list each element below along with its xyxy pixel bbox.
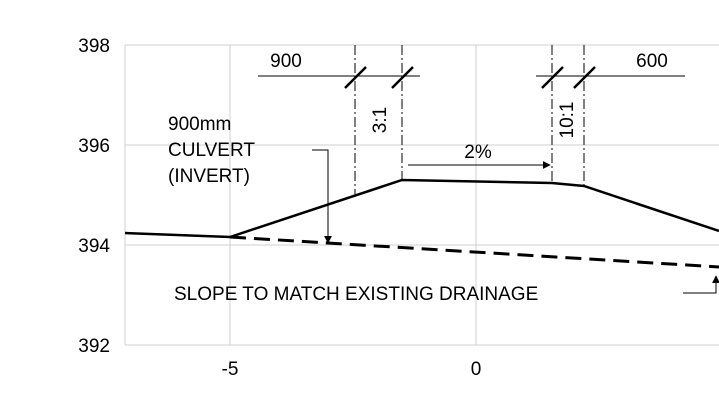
drainage-label: SLOPE TO MATCH EXISTING DRAINAGE <box>174 284 538 305</box>
slope-label-left: 3:1 <box>370 107 391 133</box>
x-tick-0: 0 <box>471 359 482 380</box>
extension-lines <box>354 45 585 196</box>
grid <box>124 44 719 346</box>
embankment-profile <box>124 178 719 239</box>
dimension-600: 600 <box>536 51 685 89</box>
slope-label-right: 10:1 <box>557 102 578 139</box>
culvert-label-type: CULVERT <box>168 140 255 161</box>
culvert-invert-line <box>229 235 719 269</box>
y-tick-396: 396 <box>78 136 110 157</box>
dimension-label-900: 900 <box>270 51 302 72</box>
dimension-900: 900 <box>258 51 420 89</box>
dimension-tick-900-left <box>344 66 367 89</box>
culvert-callout: 900mm CULVERT (INVERT) <box>168 114 332 244</box>
culvert-leader <box>312 149 332 244</box>
drainage-callout: SLOPE TO MATCH EXISTING DRAINAGE <box>174 275 719 305</box>
drainage-leader <box>683 275 719 294</box>
crown-slope-label: 2% <box>464 142 492 163</box>
culvert-label-invert: (INVERT) <box>168 166 250 187</box>
culvert-label-size: 900mm <box>168 114 231 135</box>
dimension-tick-600-left <box>541 66 564 89</box>
dimension-label-600: 600 <box>636 51 668 72</box>
y-tick-394: 394 <box>78 236 110 257</box>
y-tick-398: 398 <box>78 36 110 57</box>
y-axis: 398 396 394 392 <box>78 36 110 357</box>
dimension-tick-600-right <box>573 66 596 89</box>
x-axis: -5 0 <box>222 359 482 380</box>
x-tick-neg5: -5 <box>222 359 239 380</box>
dimension-tick-900-right <box>391 66 414 89</box>
y-tick-392: 392 <box>78 336 110 357</box>
